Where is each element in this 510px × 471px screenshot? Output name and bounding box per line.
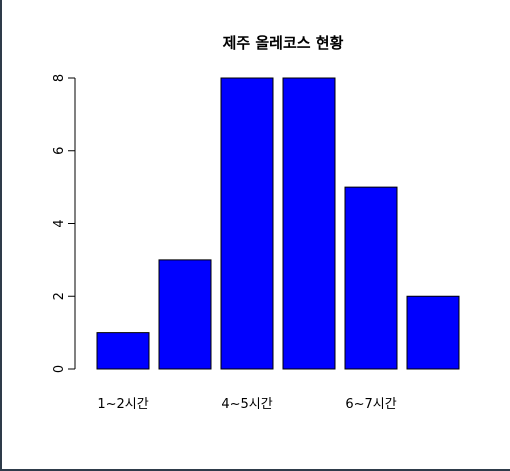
x-axis-labels: 1~2시간 4~5시간 6~7시간 [97, 397, 396, 412]
bar-4 [344, 186, 398, 370]
x-tick-label-2: 4~5시간 [221, 397, 272, 412]
y-axis: 0 2 4 6 8 [52, 74, 76, 373]
bar-3 [282, 77, 336, 370]
y-tick-label-1: 2 [52, 292, 67, 300]
y-tick-label-3: 6 [52, 147, 67, 155]
bar-2 [220, 77, 274, 370]
y-tick-label-2: 4 [52, 219, 67, 227]
x-tick-label-4: 6~7시간 [345, 397, 396, 412]
bar-5 [406, 295, 460, 370]
chart-title: 제주 올레코스 현황 [223, 34, 344, 52]
x-tick-label-0: 1~2시간 [97, 397, 148, 412]
bar-0 [96, 332, 150, 370]
bar-1 [158, 259, 212, 370]
y-tick-label-0: 0 [52, 365, 67, 373]
bars [96, 77, 460, 370]
y-tick-label-4: 8 [52, 74, 67, 82]
